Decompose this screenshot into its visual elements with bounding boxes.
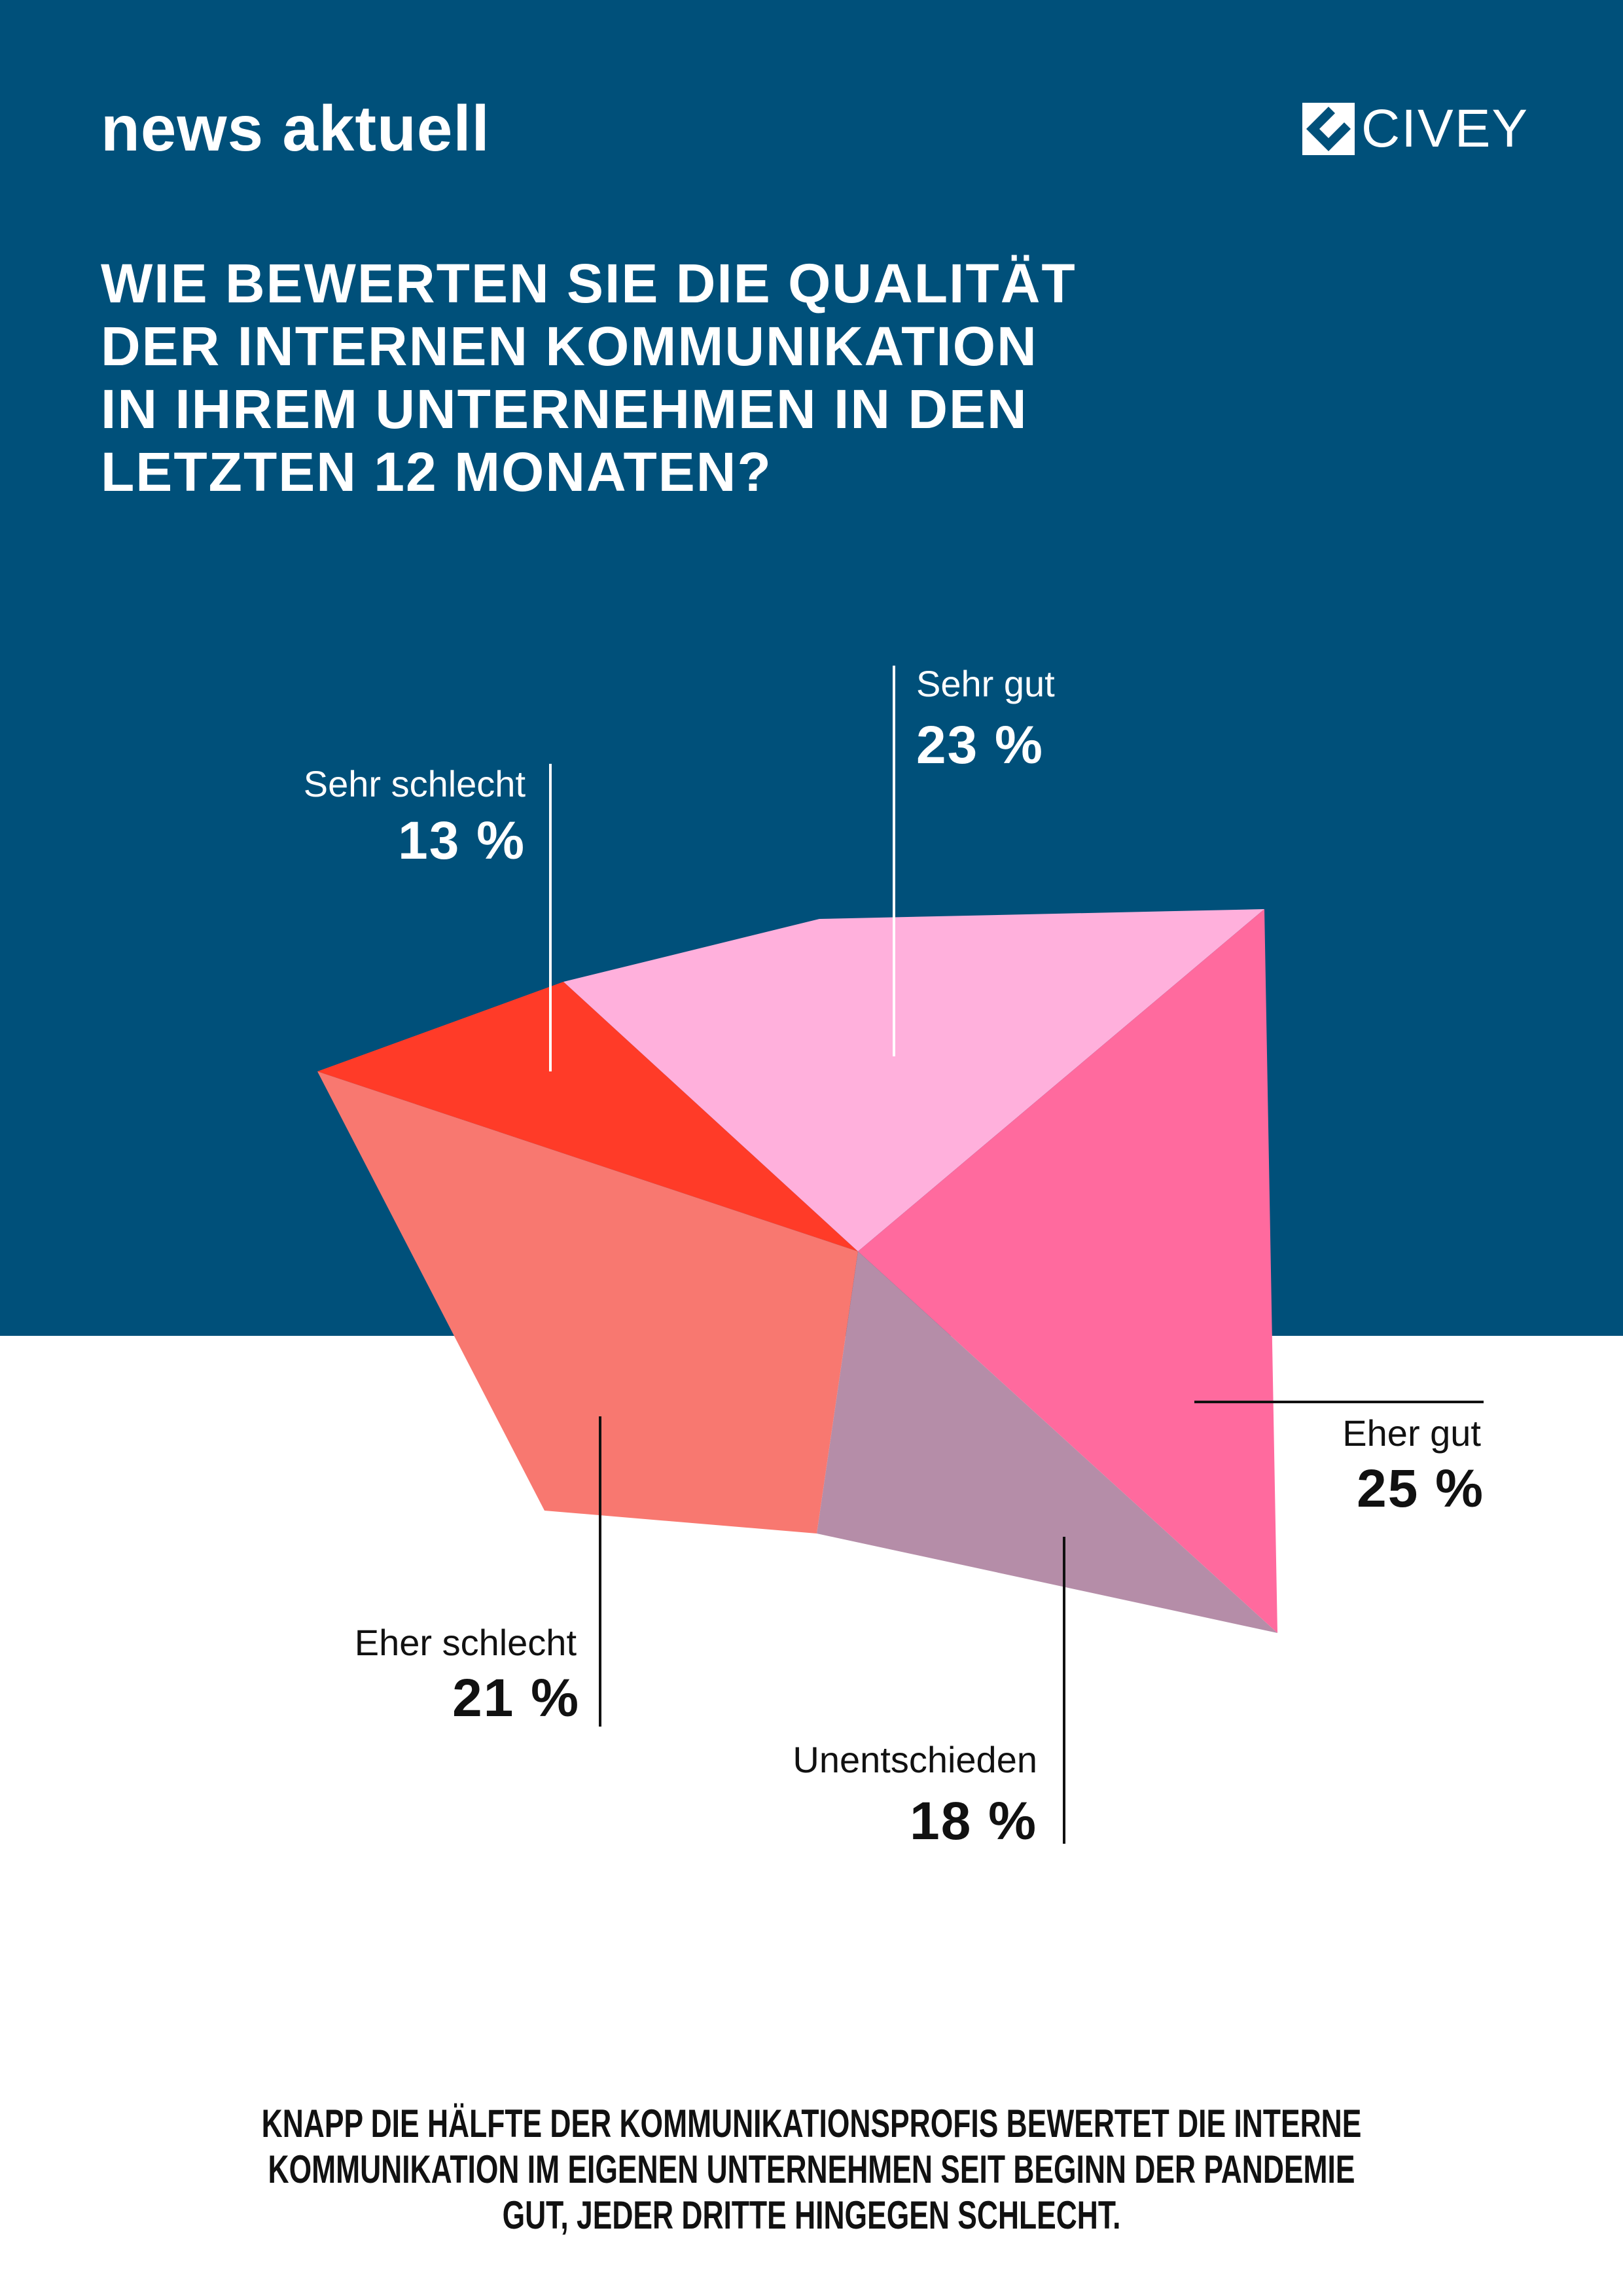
civey-logo: CIVEY [1302, 98, 1529, 160]
value-sehr-schlecht: 13 % [398, 811, 526, 870]
label-eher-gut: Eher gut [1342, 1412, 1481, 1454]
brand-logo-news-aktuell: news aktuell [101, 92, 490, 164]
value-eher-gut: 25 % [1357, 1459, 1484, 1518]
slice-sehr-schlecht [317, 982, 858, 1251]
title-line: IN IHREM UNTERNEHMEN IN DEN [101, 378, 1028, 440]
label-unentschieden: Unentschieden [793, 1739, 1037, 1780]
civey-check-icon [1302, 103, 1355, 155]
label-eher-schlecht: Eher schlecht [354, 1622, 577, 1663]
footer-summary: KNAPP DIE HÄLFTE DER KOMMUNIKATIONSPROFI… [0, 2101, 1623, 2238]
title-line: DER INTERNEN KOMMUNIKATION [101, 315, 1038, 377]
civey-wordmark: CIVEY [1361, 99, 1529, 158]
slice-unentschieden [817, 1251, 1277, 1633]
footer-line: KNAPP DIE HÄLFTE DER KOMMUNIKATIONSPROFI… [261, 2102, 1362, 2145]
label-sehr-gut: Sehr gut [916, 663, 1055, 704]
title-line: LETZTEN 12 MONATEN? [101, 441, 772, 503]
slice-eher-schlecht [317, 1071, 858, 1534]
label-sehr-schlecht: Sehr schlecht [303, 763, 526, 804]
slice-sehr-gut [563, 909, 1264, 1251]
slice-eher-gut [858, 909, 1277, 1633]
value-eher-schlecht: 21 % [452, 1668, 580, 1728]
footer-line: KOMMUNIKATION IM EIGENEN UNTERNEHMEN SEI… [268, 2147, 1355, 2191]
footer-line: GUT, JEDER DRITTE HINGEGEN SCHLECHT. [502, 2193, 1121, 2237]
value-sehr-gut: 23 % [916, 715, 1044, 775]
title-line: WIE BEWERTEN SIE DIE QUALITÄT [101, 253, 1077, 314]
value-unentschieden: 18 % [910, 1791, 1037, 1851]
page-title: WIE BEWERTEN SIE DIE QUALITÄT DER INTERN… [101, 252, 1077, 503]
